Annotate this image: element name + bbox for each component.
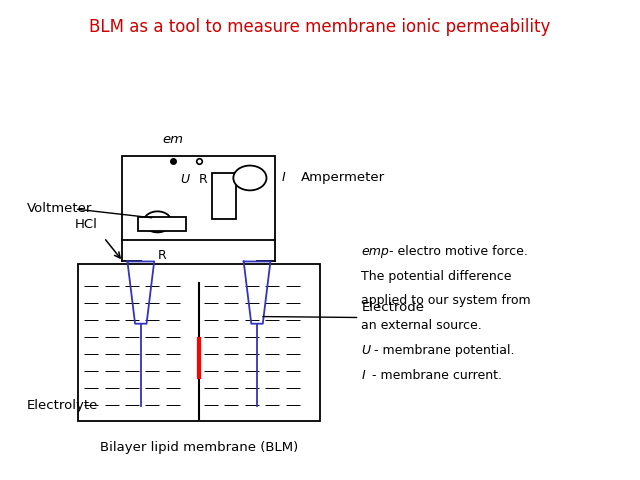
Text: R: R	[158, 249, 167, 262]
Text: The potential difference: The potential difference	[362, 270, 512, 283]
Text: Ampermeter: Ampermeter	[301, 171, 385, 184]
Text: U: U	[362, 344, 371, 357]
Text: HCl: HCl	[75, 218, 97, 231]
Text: an external source.: an external source.	[362, 319, 482, 332]
Text: Electrode: Electrode	[362, 301, 424, 314]
Text: BLM as a tool to measure membrane ionic permeability: BLM as a tool to measure membrane ionic …	[90, 18, 550, 36]
Bar	[122, 156, 275, 240]
Text: em: em	[163, 133, 184, 146]
Bar	[212, 173, 236, 218]
Text: applied to our system from: applied to our system from	[362, 294, 531, 307]
Circle shape	[234, 166, 266, 191]
Text: U: U	[180, 173, 189, 186]
Bar	[138, 217, 186, 231]
Text: Electrolyte: Electrolyte	[27, 399, 99, 412]
Text: Voltmeter: Voltmeter	[27, 203, 92, 216]
Bar	[78, 264, 320, 421]
Circle shape	[143, 211, 172, 232]
Text: - membrane current.: - membrane current.	[368, 369, 502, 382]
Text: I: I	[282, 171, 285, 184]
Text: - electro motive force.: - electro motive force.	[385, 245, 528, 258]
Text: Bilayer lipid membrane (BLM): Bilayer lipid membrane (BLM)	[100, 442, 298, 455]
Text: emp: emp	[362, 245, 389, 258]
Text: I: I	[362, 369, 365, 382]
Text: R: R	[199, 173, 208, 186]
Text: - membrane potential.: - membrane potential.	[371, 344, 515, 357]
